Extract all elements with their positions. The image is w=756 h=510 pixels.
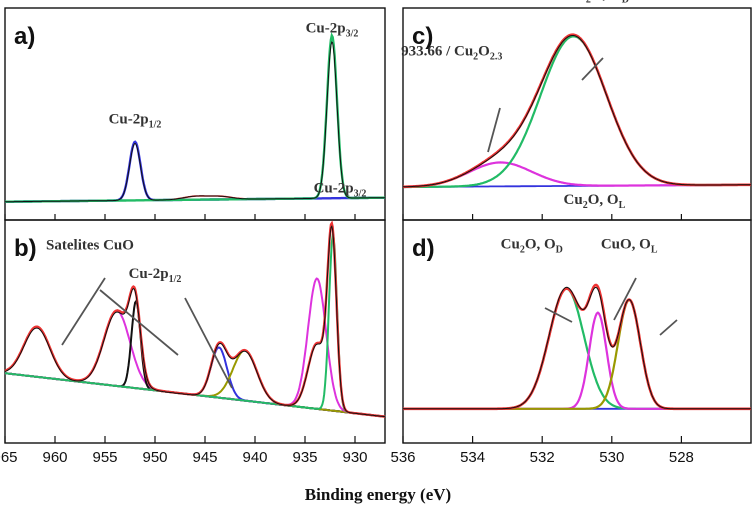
panel-b-raw-data — [4, 225, 386, 418]
x-axis-label: Binding energy (eV) — [305, 485, 451, 504]
x-tick-label-955: 955 — [92, 449, 117, 466]
x-tick-label-940: 940 — [242, 449, 267, 466]
annot-b-satellites: Satelites CuO — [46, 237, 134, 253]
annot-d-cuo-ol: CuO, OL — [601, 237, 658, 256]
panel-b-frame — [4, 219, 386, 444]
panel-c-label: c) — [412, 23, 433, 50]
arrow-b-sat-right — [184, 297, 233, 389]
x-tick-label-528: 528 — [669, 449, 694, 466]
panel-c-curves — [403, 33, 751, 189]
x-tick-label-534: 534 — [460, 449, 485, 466]
annot-d-cu2o-ol: Cu2O, OL — [564, 192, 626, 211]
arrow-d-cuo — [659, 319, 678, 336]
panel-d-cuo-ol-component — [403, 298, 751, 410]
panel-a-cu2p32-fit — [5, 32, 385, 203]
right-x-axis-ticks: 536 534 532 530 528 — [390, 214, 694, 466]
panel-d-label: d) — [412, 235, 435, 262]
arrow-d-ol — [613, 277, 637, 321]
panel-b-sat-943 — [4, 346, 386, 418]
left-x-axis-ticks: 965 960 955 950 945 940 935 930 — [0, 214, 368, 466]
peak-annotations: Cu-2p1/2 Cu-2p3/2 Satelites CuO Cu-2p1/2 Cu-… — [46, 0, 678, 389]
panel-d-envelope — [403, 283, 751, 411]
panel-b-curves — [4, 220, 386, 418]
x-tick-label-950: 950 — [142, 449, 167, 466]
panel-c-frame — [402, 7, 752, 221]
annot-b-cu2p12: Cu-2p1/2 — [129, 266, 182, 285]
x-tick-label-945: 945 — [192, 449, 217, 466]
x-tick-label-536: 536 — [390, 449, 415, 466]
panel-d-cu2o-ol-component — [403, 311, 751, 410]
panel-c-cu2o23-component — [403, 161, 751, 188]
panel-a-curves — [5, 32, 385, 203]
panel-a-label: a) — [14, 23, 35, 50]
x-tick-label-960: 960 — [42, 449, 67, 466]
x-tick-label-530: 530 — [599, 449, 624, 466]
x-tick-label-532: 532 — [530, 449, 555, 466]
annot-a-cu2p32: Cu-2p3/2 — [306, 20, 359, 39]
annot-a-cu2p12: Cu-2p1/2 — [109, 112, 162, 131]
annot-b-cu2p32: Cu-2p3/2 — [314, 181, 367, 200]
annot-d-cu2o-od: Cu2O, OD — [501, 237, 563, 256]
x-tick-label-965: 965 — [0, 449, 18, 466]
arrow-b-sat-left — [61, 277, 106, 346]
x-tick-label-935: 935 — [292, 449, 317, 466]
annot-c-cu2o-od: Cu2O, OD — [567, 0, 629, 6]
panel-d-curves — [403, 283, 751, 411]
arrow-d-od — [544, 307, 573, 323]
panel-b-label: b) — [14, 235, 37, 262]
panel-d-raw-data — [403, 286, 751, 410]
arrow-c-cu2o-od — [581, 57, 604, 81]
panel-d-frame — [402, 219, 752, 444]
annot-c-cu2o23: 933.66 / Cu2O2.3 — [401, 43, 502, 62]
x-tick-label-930: 930 — [342, 449, 367, 466]
panel-b-sat-941 — [4, 349, 386, 418]
panel-c-raw-data — [403, 35, 751, 188]
arrow-c-cu2o23 — [487, 107, 501, 153]
panel-d-cu2o-od-component — [403, 287, 751, 410]
panel-a-raw-data — [5, 41, 385, 203]
arrow-b-sat-mid — [99, 289, 179, 356]
